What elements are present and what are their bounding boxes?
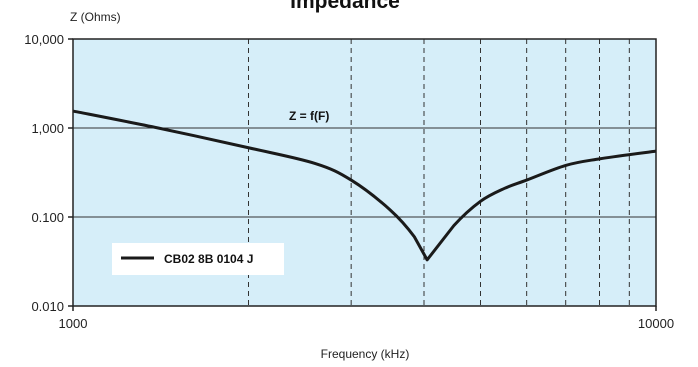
x-axis-title: Frequency (kHz) [321, 347, 410, 361]
grid-layer [73, 39, 656, 306]
plot-frame [72, 38, 657, 307]
y-axis-title: Z (Ohms) [70, 10, 121, 24]
impedance-series-line [72, 109, 657, 262]
chart-title: Impedance [290, 0, 400, 13]
y-tick-label: 10,000 [24, 32, 64, 47]
legend: CB02 8B 0104 J [112, 243, 284, 275]
legend-label: CB02 8B 0104 J [164, 252, 253, 266]
y-tick-label: 1,000 [31, 121, 64, 136]
x-tick-label: 1000 [59, 316, 88, 331]
y-tick-label: 0.010 [31, 299, 64, 314]
tick-labels: 0.010 0.100 1,000 10,000 1000 10000 [24, 32, 674, 331]
y-tick-label: 0.100 [31, 210, 64, 225]
x-tick-label: 10000 [638, 316, 674, 331]
series-layer [72, 109, 657, 262]
curve-annotation: Z = f(F) [289, 109, 329, 123]
